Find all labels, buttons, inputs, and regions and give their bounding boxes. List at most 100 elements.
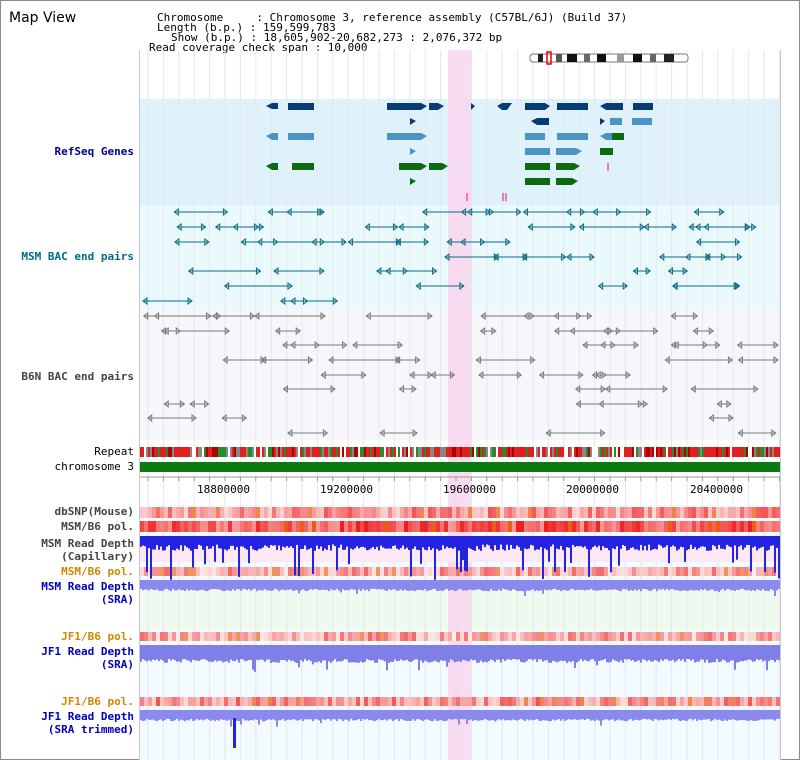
chromosome-bar[interactable] xyxy=(140,462,780,472)
depth-bar xyxy=(232,645,234,661)
heat-cell xyxy=(348,507,352,518)
depth-bar xyxy=(720,645,722,662)
depth-bar xyxy=(226,710,228,721)
depth-bar xyxy=(304,536,306,546)
depth-bar xyxy=(302,580,304,590)
heat-cell xyxy=(576,632,580,641)
repeat-segment xyxy=(546,447,548,457)
depth-bar xyxy=(684,536,686,562)
msm-pol-track-label[interactable]: MSM/B6 pol. xyxy=(61,520,134,533)
heat-cell xyxy=(752,632,756,641)
depth-bar xyxy=(592,645,594,660)
heat-cell xyxy=(380,567,384,576)
depth-bar xyxy=(284,645,286,661)
depth-bar xyxy=(408,645,410,662)
jf1-pol-2-track-label[interactable]: JF1/B6 pol. xyxy=(61,695,134,708)
dbsnp-track-label[interactable]: dbSNP(Mouse) xyxy=(54,505,134,518)
depth-bar xyxy=(590,580,592,589)
depth-bar xyxy=(562,645,564,662)
depth-bar xyxy=(408,580,410,591)
heat-cell xyxy=(176,632,180,641)
chromosome-ideogram[interactable] xyxy=(529,51,689,65)
heat-cell xyxy=(584,567,588,576)
heat-cell xyxy=(452,697,456,706)
bac-end-marker xyxy=(646,208,652,216)
depth-bar xyxy=(694,645,696,663)
repeat-segment xyxy=(410,447,412,457)
msm-pol-2-track-label[interactable]: MSM/B6 pol. xyxy=(61,565,134,578)
heat-cell xyxy=(504,632,508,641)
heat-cell xyxy=(572,521,576,532)
heat-cell xyxy=(196,697,200,706)
bac-end-marker xyxy=(545,429,551,437)
heat-cell xyxy=(756,521,760,532)
heat-cell xyxy=(472,567,476,576)
depth-bar xyxy=(714,645,716,663)
depth-bar xyxy=(286,536,288,547)
heat-cell xyxy=(208,521,212,532)
depth-bar xyxy=(736,580,738,590)
coverage-span-info: Read coverage check span : 10,000 xyxy=(149,41,368,54)
heat-cell xyxy=(340,697,344,706)
depth-bar xyxy=(446,645,448,667)
depth-bar xyxy=(192,645,194,660)
depth-bar xyxy=(658,580,660,590)
heat-cell xyxy=(176,697,180,706)
depth-bar xyxy=(458,536,460,551)
repeat-segment xyxy=(570,447,572,457)
depth-bar xyxy=(160,710,162,720)
repeat-segment xyxy=(268,447,270,457)
depth-bar xyxy=(368,645,370,660)
chromosome-track-label[interactable]: chromosome 3 xyxy=(54,460,134,473)
heat-cell xyxy=(696,697,700,706)
depth-bar xyxy=(530,536,532,545)
depth-bar xyxy=(254,645,256,672)
depth-bar xyxy=(682,645,684,660)
depth-bar xyxy=(194,645,196,661)
repeat-track-label[interactable]: Repeat xyxy=(94,445,134,458)
depth-bar xyxy=(464,536,466,571)
bac-end-marker xyxy=(187,297,193,305)
depth-bar xyxy=(144,645,146,661)
heat-cell xyxy=(244,632,248,641)
jf1-depth-trimmed-label[interactable]: JF1 Read Depth (SRA trimmed) xyxy=(41,710,134,736)
depth-bar xyxy=(448,710,450,719)
heat-cell xyxy=(356,507,360,518)
repeat-segment xyxy=(696,447,698,457)
heat-cell xyxy=(208,507,212,518)
b6n-bac-track-label[interactable]: B6N BAC end pairs xyxy=(21,370,134,383)
msm-bac-pairs[interactable] xyxy=(142,208,757,305)
b6n-bac-pairs[interactable] xyxy=(142,312,779,437)
bac-end-marker xyxy=(232,223,239,231)
depth-bar xyxy=(410,645,412,663)
repeat-segment xyxy=(164,447,166,457)
depth-bar xyxy=(664,710,666,720)
depth-bar xyxy=(452,536,454,549)
refseq-track-label[interactable]: RefSeq Genes xyxy=(54,145,134,158)
refseq-gene-features[interactable] xyxy=(266,103,653,201)
msm-depth-sra-label[interactable]: MSM Read Depth (SRA) xyxy=(41,580,134,606)
heat-cell xyxy=(280,507,284,518)
heat-cell xyxy=(140,632,144,641)
heat-cell xyxy=(232,567,236,576)
depth-bar xyxy=(448,645,450,663)
jf1-depth-sra-label[interactable]: JF1 Read Depth (SRA) xyxy=(41,645,134,671)
repeat-segment xyxy=(150,447,152,457)
depth-bar xyxy=(682,580,684,591)
heat-cell xyxy=(560,507,564,518)
depth-bar xyxy=(240,580,242,591)
repeat-segment xyxy=(498,447,500,457)
msm-depth-capillary-label[interactable]: MSM Read Depth (Capillary) xyxy=(41,537,134,563)
depth-bar xyxy=(688,580,690,591)
depth-bar xyxy=(316,710,318,720)
heat-cell xyxy=(476,567,480,576)
depth-bar xyxy=(294,645,296,663)
repeat-segment xyxy=(594,447,596,457)
depth-bar xyxy=(210,580,212,590)
repeat-segment xyxy=(442,447,444,457)
heat-cell xyxy=(504,697,508,706)
jf1-pol-track-label[interactable]: JF1/B6 pol. xyxy=(61,630,134,643)
depth-bar xyxy=(300,580,302,591)
msm-bac-track-label[interactable]: MSM BAC end pairs xyxy=(21,250,134,263)
